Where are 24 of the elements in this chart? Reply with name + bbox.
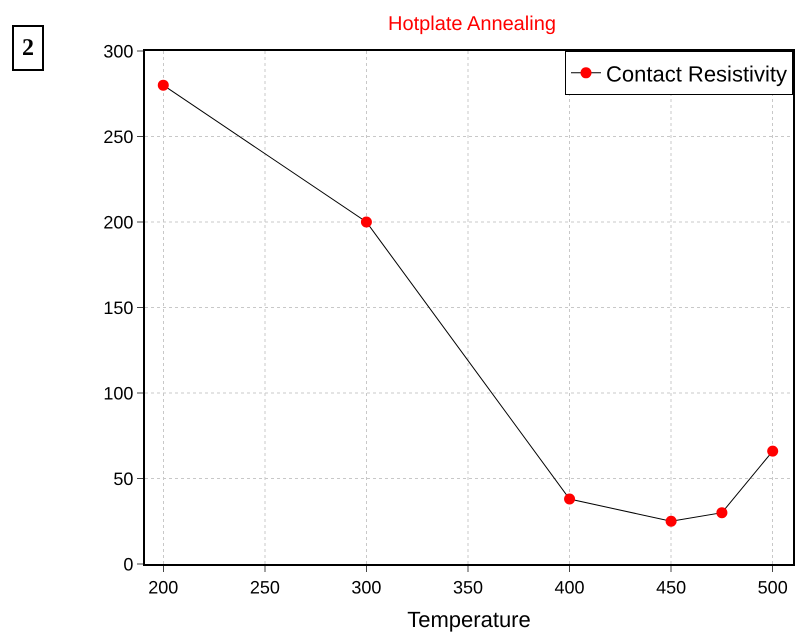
point: [767, 446, 778, 457]
y-tick-label: 0: [123, 554, 134, 574]
text: 2: [22, 35, 34, 61]
x-tick-label: 200: [148, 578, 178, 598]
y-tick-label: 200: [103, 212, 134, 232]
legend-label: Contact Resistivity: [606, 61, 787, 86]
x-tick-label: 350: [452, 578, 484, 598]
y-tick-label: 150: [103, 298, 134, 318]
x-axis-title: Temperature: [407, 607, 531, 632]
point: [158, 80, 169, 91]
y-tick-label: 300: [103, 41, 134, 62]
y-tick-label: 100: [103, 383, 134, 404]
point: [564, 494, 576, 505]
point: [716, 507, 728, 518]
x-tick-label: 400: [554, 578, 585, 598]
point: [360, 216, 372, 228]
x-tick-label: 250: [250, 578, 280, 598]
x-tick-label: 450: [656, 578, 686, 598]
x-tick-label: 300: [351, 578, 382, 598]
x-tick-label: 500: [758, 578, 788, 598]
chart-title: Hotplate Annealing: [388, 13, 556, 36]
y-tick-label: 250: [103, 126, 134, 147]
y-tick-label: 50: [113, 468, 134, 489]
point: [666, 516, 677, 527]
